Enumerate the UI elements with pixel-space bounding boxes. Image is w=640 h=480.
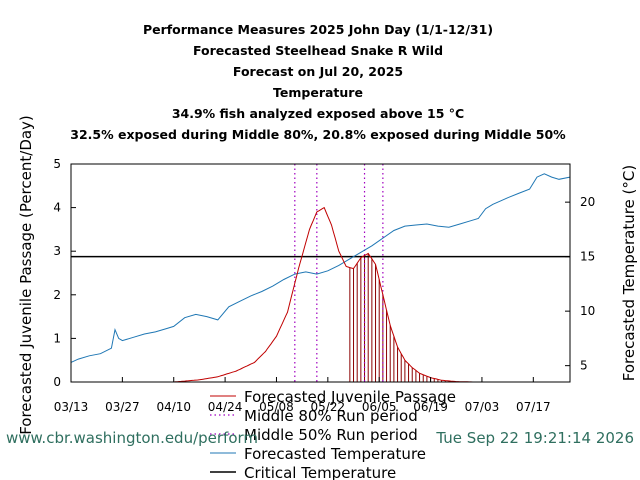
y2-axis-label: Forecasted Temperature (°C) [620, 165, 638, 381]
x-tick-label: 06/19 [413, 400, 448, 414]
footer-timestamp: Tue Sep 22 19:21:14 2026 [435, 429, 634, 447]
legend: Forecasted Juvenile Passage Middle 80% R… [210, 388, 456, 480]
plot-area: 0 1 2 3 4 5 5 10 15 20 03/13 03/27 04/10 04/24 05/08 05… [53, 157, 595, 414]
x-tick-label: 05/22 [311, 400, 346, 414]
chart-title-line-2: Forecasted Steelhead Snake R Wild [193, 43, 443, 58]
y-axis-label: Forecasted Juvenile Passage (Percent/Day… [17, 115, 35, 435]
x-tick-label: 06/05 [362, 400, 397, 414]
y2-tick-label: 15 [580, 250, 595, 264]
legend-label-passage: Forecasted Juvenile Passage [244, 388, 456, 406]
x-tick-label: 03/27 [105, 400, 140, 414]
chart-title-line-1: Performance Measures 2025 John Day (1/1-… [143, 22, 493, 37]
y2-tick-label: 10 [580, 304, 595, 318]
y-tick-label: 5 [53, 157, 61, 171]
y-tick-label: 0 [53, 375, 61, 389]
chart-title-line-4: Temperature [273, 85, 363, 100]
legend-label-middle-80: Middle 80% Run period [244, 407, 418, 425]
x-tick-label: 07/03 [465, 400, 500, 414]
temperature-series-line [70, 173, 571, 363]
y-tick-label: 2 [53, 288, 61, 302]
chart-title-line-5: 34.9% fish analyzed exposed above 15 °C [172, 106, 464, 121]
y2-tick-label: 20 [580, 195, 595, 209]
chart-title-line-3: Forecast on Jul 20, 2025 [233, 64, 403, 79]
chart-titles: Performance Measures 2025 John Day (1/1-… [70, 22, 566, 142]
chart-title-line-6: 32.5% exposed during Middle 80%, 20.8% e… [70, 127, 566, 142]
y-tick-label: 3 [53, 244, 61, 258]
footer-url: www.cbr.washington.edu/perform [6, 429, 258, 447]
y-tick-label: 1 [53, 331, 61, 345]
x-tick-label: 05/08 [259, 400, 294, 414]
x-tick-label: 03/13 [54, 400, 89, 414]
legend-label-temperature: Forecasted Temperature [244, 445, 426, 463]
y2-tick-label: 5 [580, 359, 588, 373]
x-tick-label: 04/24 [208, 400, 243, 414]
y-tick-label: 4 [53, 201, 61, 215]
legend-label-critical: Critical Temperature [244, 464, 396, 480]
x-tick-label: 07/17 [516, 400, 551, 414]
plot-frame [70, 163, 571, 383]
x-tick-label: 04/10 [156, 400, 191, 414]
legend-label-middle-50: Middle 50% Run period [244, 426, 418, 444]
